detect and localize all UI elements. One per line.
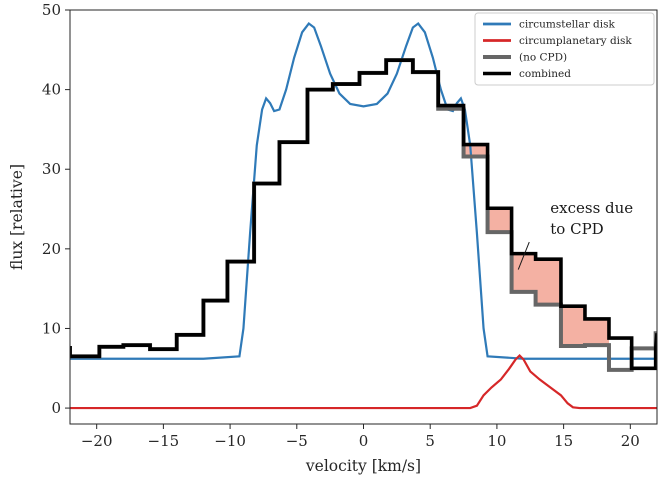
series-group [70,22,657,410]
x-axis-label: velocity [km/s] [305,457,421,475]
series-line-combined [70,58,657,371]
legend-entries: circumstellar disk circumplanetary disk (n… [483,19,632,80]
x-tick-label: 5 [425,432,435,450]
x-tick-label: −5 [286,432,308,450]
y-ticks: 0 10 20 30 40 50 [42,1,70,417]
annotation: excess due to CPD [517,199,633,270]
x-tick-label: 10 [487,432,506,450]
legend-label-circumplanetary-disk: circumplanetary disk [519,35,632,47]
x-tick-label: −10 [214,432,246,450]
annotation-line-1: excess due [550,199,633,217]
annotation-arrow [517,241,530,270]
x-tick-label: 0 [359,432,369,450]
y-tick-label: 10 [42,319,61,337]
x-tick-label: −15 [148,432,180,450]
annotation-line-2: to CPD [550,220,603,238]
x-ticks: −20 −15 −10 −5 0 5 10 15 20 [81,424,640,450]
y-tick-label: 40 [42,81,61,99]
series-line-circumplanetary-disk [70,353,657,410]
legend-label-circumstellar-disk: circumstellar disk [519,19,615,31]
excess-fill-group [463,144,609,346]
legend-label-no-cpd: (no CPD) [519,52,567,64]
legend-label-combined: combined [519,68,571,80]
y-tick-label: 50 [42,1,61,19]
y-tick-label: 0 [51,399,61,417]
x-tick-label: −20 [81,432,113,450]
y-axis-label: flux [relative] [8,164,26,270]
excess-cpd-fill [463,144,609,346]
y-tick-label: 20 [42,240,61,258]
x-tick-label: 20 [621,432,640,450]
series-line-circumstellar-disk [70,22,657,360]
x-tick-label: 15 [554,432,573,450]
legend: circumstellar disk circumplanetary disk (n… [474,12,655,86]
legend-box [474,12,655,86]
y-tick-label: 30 [42,160,61,178]
